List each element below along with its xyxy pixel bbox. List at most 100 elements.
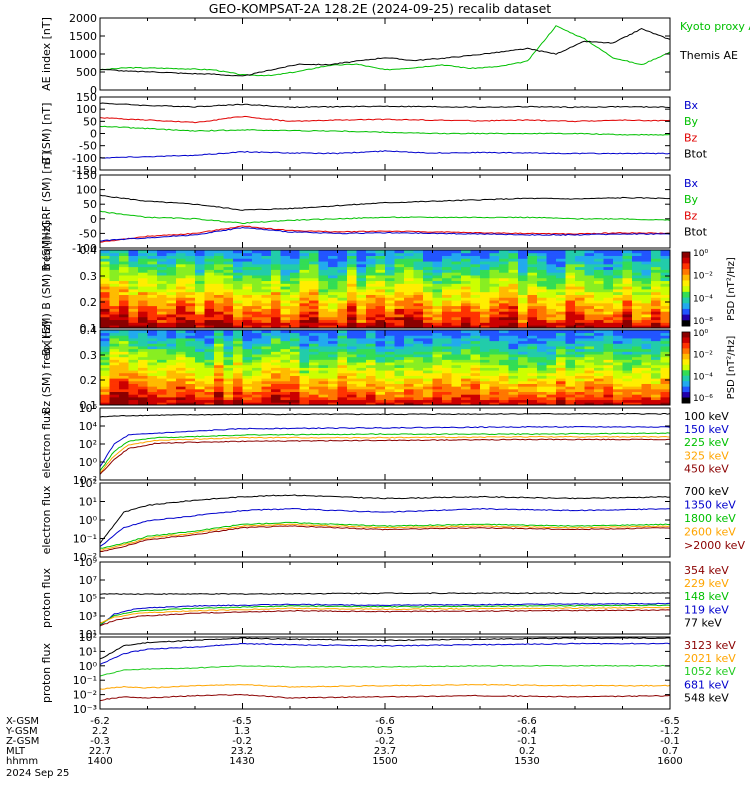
legend-entry: 354 keV	[684, 564, 729, 577]
spectrogram-cell	[375, 375, 386, 379]
spectrogram-cell	[527, 266, 538, 270]
spectrogram-cell	[176, 330, 186, 334]
spectrogram-cell	[423, 316, 433, 321]
spectrogram-cell	[641, 338, 652, 342]
spectrogram-cell	[442, 316, 452, 321]
spectrogram-cell	[575, 319, 585, 323]
spectrogram-cell	[404, 314, 414, 318]
spectrogram-cell	[147, 396, 158, 401]
spectrogram-cell	[651, 367, 661, 371]
spectrogram-cell	[546, 291, 557, 295]
spectrogram-cell	[214, 308, 224, 312]
spectrogram-cell	[385, 372, 395, 376]
spectrogram-cell	[575, 266, 585, 270]
y-tick-label: 10⁻²	[73, 689, 97, 702]
spectrogram-cell	[594, 378, 604, 382]
spectrogram-cell	[546, 277, 557, 282]
spectrogram-cell	[252, 291, 262, 295]
spectrogram-cell	[176, 272, 186, 276]
spectrogram-cell	[480, 325, 490, 329]
spectrogram-cell	[404, 348, 414, 352]
spectrogram-cell	[632, 297, 642, 301]
spectrogram-cell	[204, 283, 215, 287]
spectrogram-cell	[461, 402, 471, 406]
spectrogram-cell	[185, 372, 196, 376]
spectrogram-cell	[242, 261, 253, 265]
spectrogram-cell	[423, 319, 433, 323]
spectrogram-cell	[385, 388, 395, 393]
spectrogram-cell	[518, 261, 528, 265]
spectrogram-cell	[328, 332, 338, 336]
spectrogram-cell	[584, 332, 595, 336]
spectrogram-cell	[271, 396, 281, 401]
spectrogram-cell	[442, 269, 452, 273]
spectrogram-cell	[195, 283, 205, 287]
spectrogram-cell	[109, 375, 120, 379]
spectrogram-cell	[204, 372, 215, 376]
spectrogram-cell	[233, 308, 243, 312]
spectrogram-cell	[556, 300, 566, 304]
spectrogram-cell	[290, 302, 300, 307]
spectrogram-cell	[375, 272, 386, 276]
spectrogram-cell	[480, 277, 490, 282]
spectrogram-cell	[271, 255, 281, 259]
spectrogram-cell	[413, 338, 424, 342]
spectrogram-cell	[280, 394, 291, 398]
spectrogram-cell	[556, 314, 566, 318]
spectrogram-cell	[461, 252, 471, 256]
spectrogram-cell	[166, 354, 177, 358]
spectrogram-cell	[622, 370, 633, 374]
spectrogram-cell	[100, 346, 110, 350]
spectrogram-cell	[157, 322, 167, 326]
spectrogram-cell	[318, 383, 329, 387]
spectrogram-cell	[404, 297, 414, 301]
spectrogram-cell	[622, 396, 633, 401]
spectrogram-cell	[499, 283, 509, 287]
spectrogram-cell	[318, 322, 329, 326]
spectrogram-cell	[195, 351, 205, 355]
spectrogram-cell	[385, 332, 395, 336]
spectrogram-cell	[480, 343, 490, 347]
spectrogram-cell	[157, 346, 167, 350]
spectrogram-cell	[499, 370, 509, 374]
spectrogram-cell	[309, 311, 319, 315]
spectrogram-cell	[214, 291, 224, 295]
spectrogram-cell	[527, 305, 538, 309]
spectrogram-cell	[252, 255, 262, 259]
spectrogram-cell	[128, 364, 139, 368]
footer-value: 1.3	[234, 726, 250, 737]
spectrogram-cell	[185, 300, 196, 304]
spectrogram-cell	[204, 294, 215, 298]
spectrogram-cell	[356, 319, 367, 323]
spectrogram-cell	[100, 263, 110, 268]
spectrogram-cell	[176, 289, 186, 293]
y-tick-label: 0.3	[80, 349, 98, 362]
spectrogram-cell	[214, 289, 224, 293]
spectrogram-cell	[280, 343, 291, 347]
spectrogram-cell	[318, 375, 329, 379]
spectrogram-cell	[204, 343, 215, 347]
spectrogram-cell	[508, 338, 519, 342]
spectrogram-cell	[442, 286, 452, 290]
spectrogram-cell	[432, 286, 443, 290]
spectrogram-cell	[128, 378, 139, 382]
spectrogram-cell	[328, 322, 338, 326]
spectrogram-cell	[470, 294, 481, 298]
spectrogram-cell	[318, 359, 329, 363]
spectrogram-cell	[480, 308, 490, 312]
spectrogram-cell	[233, 277, 243, 282]
spectrogram-cell	[556, 343, 566, 347]
spectrogram-cell	[461, 319, 471, 323]
spectrogram-cell	[119, 380, 129, 384]
spectrogram-cell	[318, 266, 329, 270]
spectrogram-cell	[328, 294, 338, 298]
spectrogram-cell	[404, 266, 414, 270]
spectrogram-cell	[385, 383, 395, 387]
spectrogram-cell	[271, 340, 281, 344]
spectrogram-cell	[442, 386, 452, 390]
panel-ae: Kyoto proxy AEThemis AE0500100015002000A…	[40, 12, 750, 97]
spectrogram-cell	[404, 261, 414, 265]
spectrogram-cell	[442, 250, 452, 254]
spectrogram-cell	[451, 316, 462, 321]
spectrogram-cell	[451, 391, 462, 395]
